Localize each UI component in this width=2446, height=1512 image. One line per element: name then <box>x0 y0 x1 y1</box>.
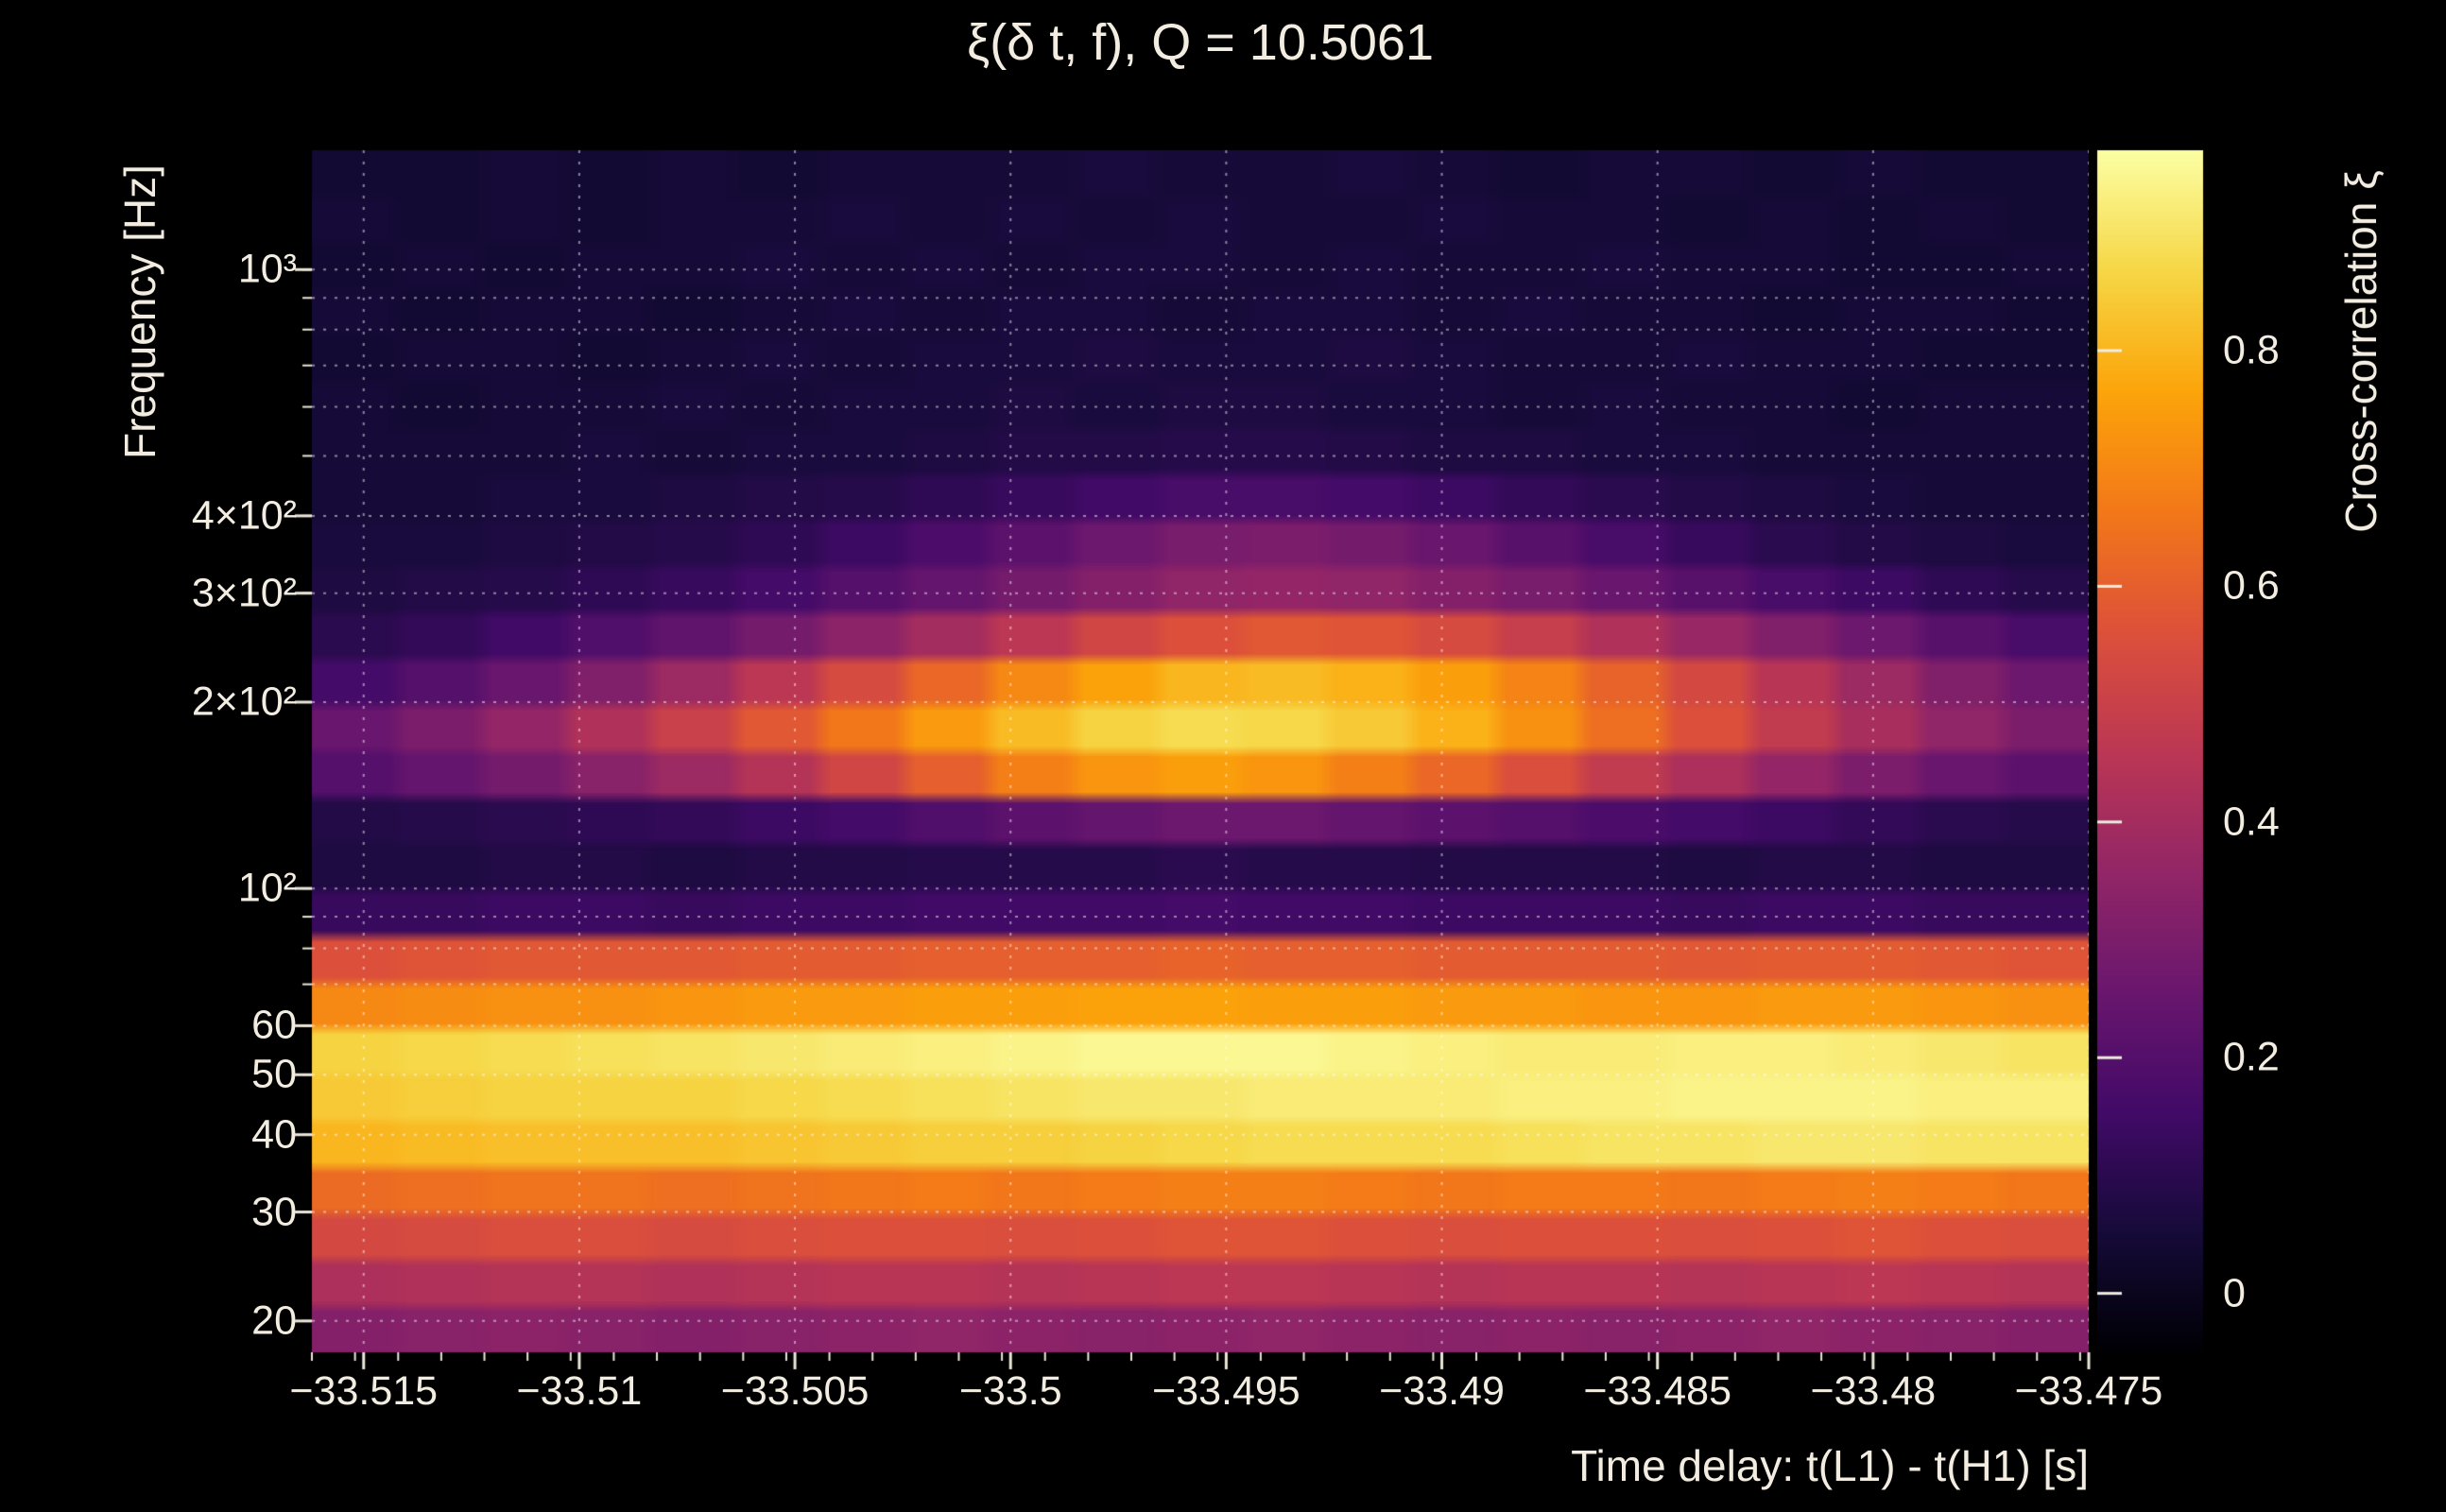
x-tick-label: −33.475 <box>2014 1368 2163 1414</box>
y-tick-label: 3×10² <box>191 570 297 616</box>
plot-title: ξ(δ t, f), Q = 10.5061 <box>967 14 1434 71</box>
colorbar-tick-label: 0.6 <box>2223 562 2280 609</box>
x-tick-label: −33.485 <box>1583 1368 1732 1414</box>
x-tick-label: −33.48 <box>1810 1368 1937 1414</box>
colorbar-tick-label: 0.4 <box>2223 799 2280 845</box>
x-tick-label: −33.495 <box>1152 1368 1301 1414</box>
x-tick-label: −33.505 <box>720 1368 870 1414</box>
colorbar-tick-label: 0.8 <box>2223 327 2280 373</box>
y-tick-label: 40 <box>251 1111 297 1158</box>
y-tick-label: 10² <box>237 865 297 911</box>
y-tick-label: 4×10² <box>191 492 297 539</box>
y-tick-label: 30 <box>251 1189 297 1235</box>
colorbar-tick-label: 0.2 <box>2223 1034 2280 1080</box>
y-tick-label: 60 <box>251 1002 297 1048</box>
y-tick-label: 2×10² <box>191 679 297 725</box>
x-tick-label: −33.51 <box>516 1368 643 1414</box>
x-tick-label: −33.515 <box>289 1368 439 1414</box>
y-tick-label: 20 <box>251 1297 297 1344</box>
x-axis-title: Time delay: t(L1) - t(H1) [s] <box>1571 1441 2089 1490</box>
y-tick-label: 50 <box>251 1051 297 1097</box>
colorbar-title: Cross-correlation ξ <box>2336 170 2386 533</box>
x-tick-label: −33.49 <box>1379 1368 1505 1414</box>
x-tick-label: −33.5 <box>958 1368 1062 1414</box>
y-axis-title: Frequency [Hz] <box>115 164 164 459</box>
y-tick-label: 10³ <box>237 246 297 292</box>
colorbar-tick-label: 0 <box>2223 1270 2246 1316</box>
